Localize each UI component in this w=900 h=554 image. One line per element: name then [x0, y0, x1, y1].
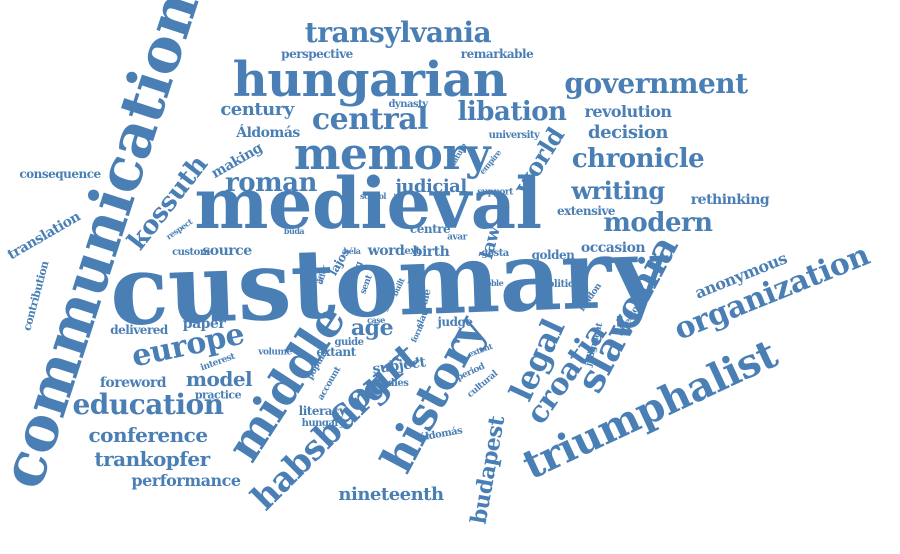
- cloud-word: transylvania: [304, 16, 492, 49]
- cloud-word: century: [220, 99, 294, 120]
- cloud-word: practice: [194, 388, 242, 402]
- cloud-word: perspective: [281, 47, 353, 61]
- cloud-word: political: [541, 279, 583, 290]
- cloud-word: studies: [371, 378, 409, 389]
- cloud-word: roman: [225, 168, 317, 198]
- cloud-word: education: [72, 388, 224, 421]
- cloud-word: golden: [531, 248, 575, 262]
- cloud-word: guide: [334, 337, 364, 348]
- cloud-word: support: [477, 187, 513, 198]
- cloud-word: volume: [258, 347, 292, 358]
- cloud-word: age: [350, 315, 394, 341]
- cloud-word: nineteenth: [338, 484, 444, 505]
- cloud-word: dynasty: [388, 99, 428, 110]
- cloud-word: noble: [480, 278, 504, 288]
- cloud-word: judge: [437, 315, 473, 329]
- cloud-word: buda: [283, 226, 305, 236]
- cloud-word: memory: [293, 129, 491, 180]
- cloud-word: gesta: [481, 248, 509, 259]
- cloud-word: source: [202, 243, 252, 259]
- cloud-word: Áldomás: [236, 125, 300, 141]
- cloud-word: consequence: [19, 167, 101, 181]
- cloud-word: ssees: [301, 275, 323, 285]
- cloud-word: occasion: [580, 240, 646, 256]
- cloud-word: judicial: [395, 176, 467, 197]
- cloud-word: foreword: [99, 375, 167, 391]
- cloud-word: decision: [588, 122, 668, 143]
- cloud-word: performance: [131, 471, 241, 490]
- cloud-word: medieval: [194, 162, 542, 245]
- cloud-word: hungary: [301, 418, 345, 429]
- cloud-word: hungarian: [232, 52, 508, 108]
- cloud-word: budapest: [465, 414, 511, 526]
- cloud-word: modern: [603, 208, 713, 238]
- cloud-word: rethinking: [690, 192, 770, 208]
- cloud-word: custom: [172, 247, 210, 258]
- cloud-word: delivered: [110, 323, 168, 337]
- cloud-word: béla: [343, 246, 361, 256]
- cloud-word: government: [564, 67, 748, 100]
- cloud-word: central: [311, 102, 429, 137]
- cloud-word: revolution: [584, 102, 672, 121]
- cloud-word: centre: [409, 222, 451, 236]
- cloud-word: literacy: [298, 404, 346, 418]
- cloud-word: paper: [182, 316, 226, 332]
- cloud-word: school: [360, 191, 386, 201]
- cloud-word: avar: [447, 232, 467, 243]
- cloud-word: chronicle: [571, 144, 705, 174]
- cloud-word: conference: [88, 423, 208, 447]
- cloud-word: case: [367, 315, 385, 325]
- cloud-word: extant: [316, 345, 356, 359]
- cloud-word: university: [488, 130, 540, 141]
- cloud-word: trankopfer: [94, 447, 210, 471]
- cloud-word: model: [185, 367, 253, 391]
- cloud-word: birth: [412, 244, 450, 260]
- cloud-word: libation: [457, 97, 567, 127]
- cloud-word: word: [367, 243, 405, 259]
- cloud-word: extensive: [556, 204, 616, 218]
- cloud-word: writing: [571, 176, 665, 205]
- cloud-word: remarkable: [460, 47, 534, 61]
- cloud-word: text: [400, 246, 420, 257]
